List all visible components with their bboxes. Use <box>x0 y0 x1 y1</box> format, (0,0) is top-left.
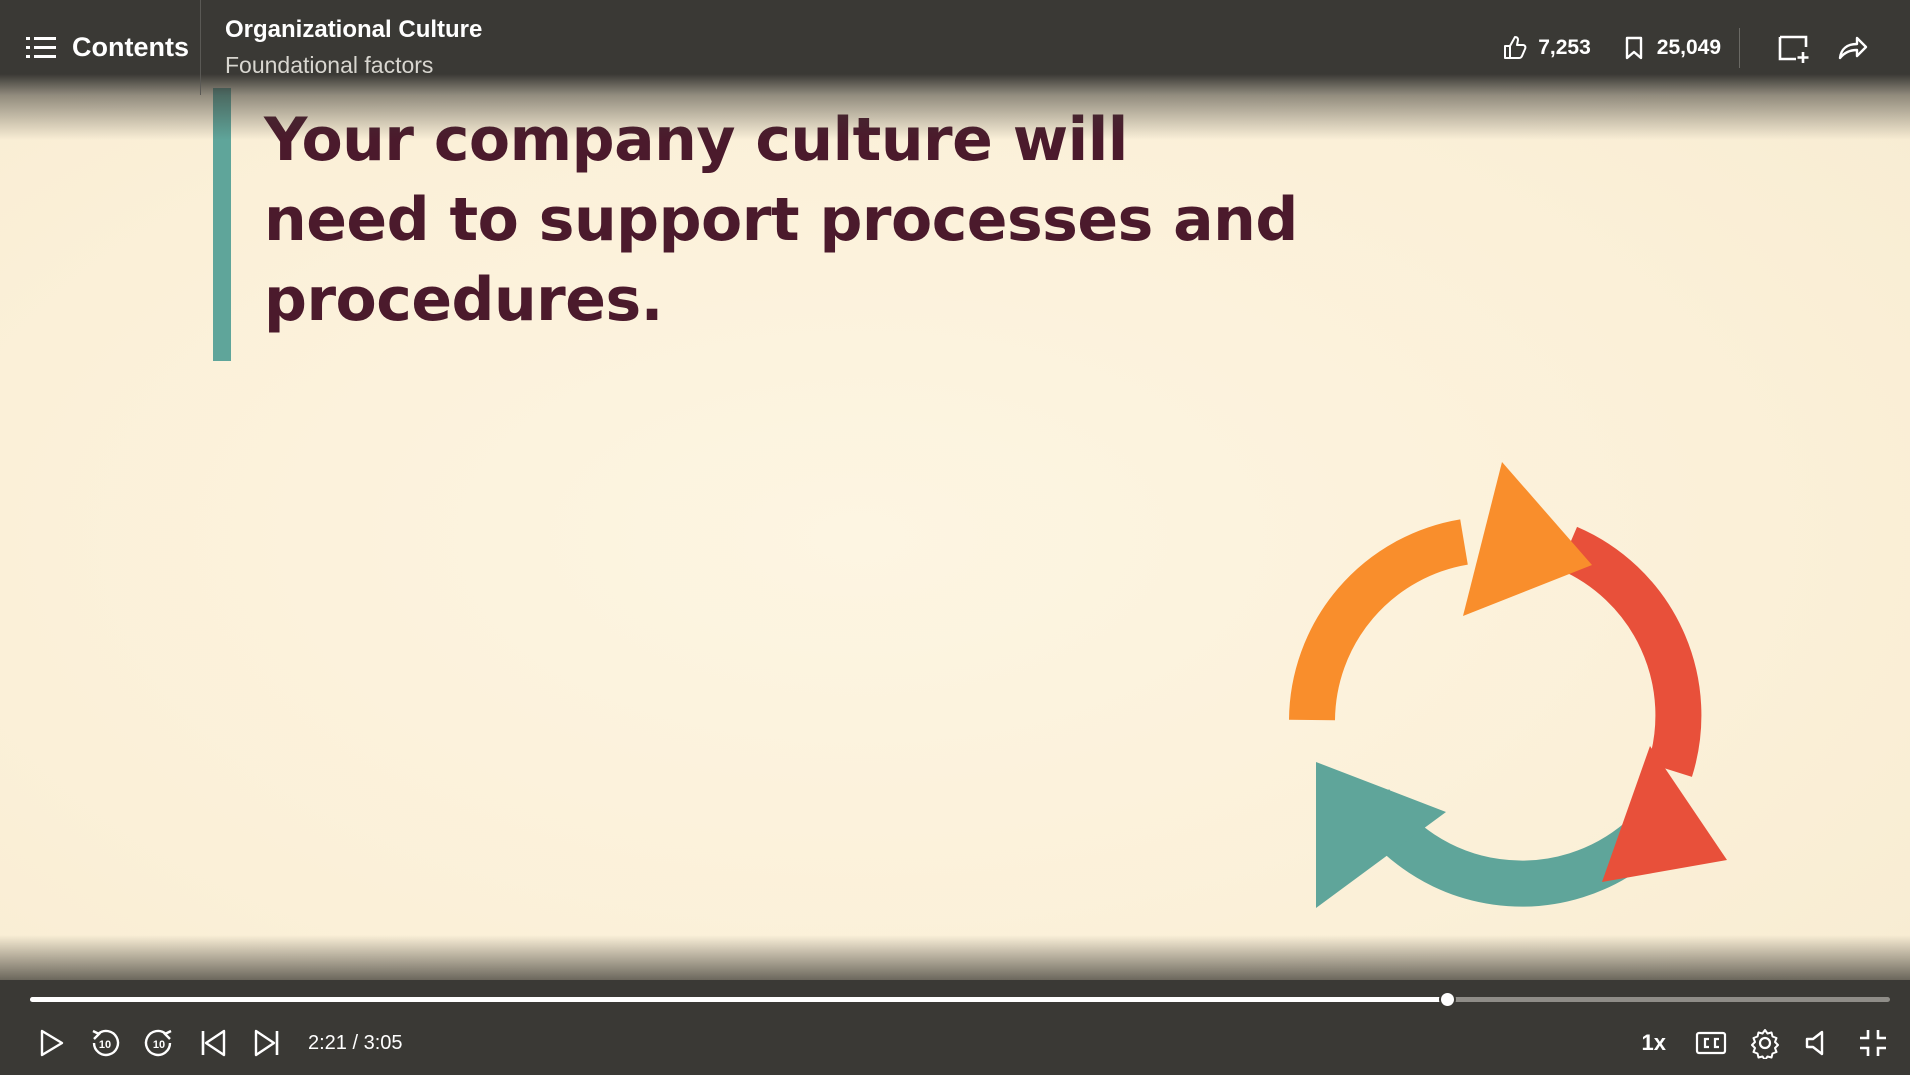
cycle-arrows-graphic <box>1289 462 1727 908</box>
current-time: 2:21 <box>308 1031 347 1054</box>
cycle-arrow-red-head <box>1602 746 1727 882</box>
captions-button[interactable] <box>1688 1020 1734 1066</box>
cycle-arrow-orange-head <box>1463 462 1592 616</box>
exit-fullscreen-button[interactable] <box>1850 1020 1896 1066</box>
progress-bar[interactable] <box>30 991 1890 1008</box>
previous-video-button[interactable] <box>190 1020 236 1066</box>
playback-controls: 10 10 2:21 / 3:05 <box>28 1020 403 1066</box>
thumbs-up-icon <box>1504 35 1527 59</box>
forward-seconds-label: 10 <box>153 1039 165 1051</box>
cycle-arrow-orange-arc <box>1289 519 1469 721</box>
top-gradient <box>0 95 1910 140</box>
add-to-collection-icon <box>1778 35 1809 63</box>
like-count: 7,253 <box>1538 35 1591 59</box>
header-divider <box>1739 27 1740 68</box>
timecode: 2:21 / 3:05 <box>308 1032 403 1055</box>
bottom-gradient <box>0 935 1910 980</box>
duration: 3:05 <box>363 1031 403 1054</box>
share-button[interactable] <box>1830 26 1874 70</box>
progress-fill <box>30 997 1448 1002</box>
rewind-seconds-label: 10 <box>99 1039 111 1051</box>
cycle-arrow-red-arc <box>1558 526 1702 777</box>
player-control-bar <box>0 980 1910 1075</box>
contents-label: Contents <box>72 32 189 62</box>
list-icon <box>26 36 56 58</box>
save-count: 25,049 <box>1656 35 1721 59</box>
settings-button[interactable] <box>1742 1020 1788 1066</box>
quote-accent-bar <box>213 88 231 361</box>
progress-scrubber[interactable] <box>1439 991 1457 1008</box>
cycle-arrow-teal-head <box>1316 762 1446 908</box>
next-video-button[interactable] <box>244 1020 290 1066</box>
add-to-collection-button[interactable] <box>1772 26 1816 70</box>
closed-captions-icon <box>1695 1031 1727 1055</box>
play-icon <box>40 1029 64 1057</box>
forward-10-icon: 10 <box>144 1029 172 1057</box>
player-top-bar: Contents Organizational Culture Foundati… <box>0 0 1910 95</box>
volume-button[interactable] <box>1796 1020 1842 1066</box>
bookmark-icon <box>1625 36 1642 59</box>
contents-button[interactable]: Contents <box>0 0 201 95</box>
time-separator: / <box>352 1031 359 1054</box>
forward-10-button[interactable]: 10 <box>136 1020 182 1066</box>
share-icon <box>1838 36 1868 59</box>
skip-previous-icon <box>201 1029 226 1057</box>
volume-icon <box>1805 1030 1824 1056</box>
player-settings-controls: 1x <box>1642 1020 1896 1066</box>
course-title: Organizational Culture <box>225 16 483 43</box>
slide-quote: Your company culture will need to suppor… <box>264 105 1298 335</box>
like-button[interactable]: 7,253 <box>1502 35 1591 61</box>
header-actions: 7,253 25,049 <box>1472 0 1874 95</box>
save-button[interactable]: 25,049 <box>1621 35 1721 61</box>
play-button[interactable] <box>28 1020 74 1066</box>
rewind-10-icon: 10 <box>92 1029 120 1057</box>
video-title: Foundational factors <box>225 52 434 78</box>
playback-speed-button[interactable]: 1x <box>1641 1030 1666 1055</box>
gear-icon <box>1751 1029 1779 1059</box>
exit-fullscreen-icon <box>1860 1030 1886 1056</box>
rewind-10-button[interactable]: 10 <box>82 1020 128 1066</box>
skip-next-icon <box>254 1029 279 1057</box>
